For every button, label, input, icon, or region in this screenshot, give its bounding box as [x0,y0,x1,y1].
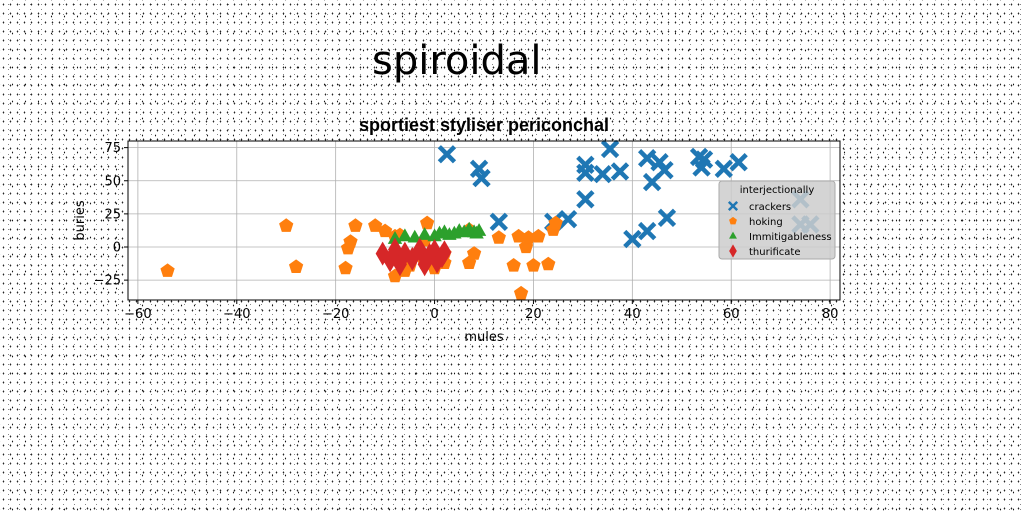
data-point-crackers [593,164,612,184]
data-point-hoking [279,218,294,232]
data-point-hoking [420,215,435,230]
x-tick-label: 0 [430,307,438,322]
legend-box [718,180,836,260]
data-point-crackers [657,208,677,228]
x-axis-label: mules [464,330,504,345]
data-point-crackers [576,163,595,182]
data-point-hoking [338,260,353,275]
data-point-thurificate [430,249,445,274]
x-tick-label: 20 [525,307,542,322]
legend-marker-immitigableness [729,231,737,239]
y-tick-label: −25 [94,274,121,289]
data-point-hoking [160,263,175,277]
data-point-crackers [437,145,457,164]
chart-title: sportiest styliser periconchal [359,115,609,135]
data-point-immitigableness [397,228,413,242]
y-axis-label: buries [73,200,88,240]
x-tick-label: −20 [322,307,349,322]
legend-marker-thurificate [729,244,737,258]
data-point-crackers [694,150,714,169]
data-point-crackers [558,209,578,229]
data-point-crackers [637,149,657,168]
data-point-hoking [541,256,556,271]
data-point-hoking [513,285,529,300]
legend-title: interjectionally [740,185,815,196]
legend-label: crackers [749,202,791,213]
y-tick-label: 25 [104,207,121,222]
data-point-crackers [472,168,491,188]
data-point-crackers [489,212,509,232]
legend-label: Immitigableness [749,232,832,243]
data-point-hoking [343,234,358,248]
data-point-hoking [491,230,506,244]
x-tick-label: −60 [124,307,151,322]
data-point-immitigableness [471,223,487,236]
x-tick-label: 40 [624,307,641,322]
data-point-hoking [466,246,482,260]
data-point-crackers [637,221,657,241]
data-point-crackers [600,139,620,159]
data-point-crackers [729,153,748,172]
data-point-hoking [531,228,546,243]
data-point-crackers [642,172,662,192]
y-tick-label: 50 [104,174,121,189]
data-point-hoking [548,215,563,230]
data-point-crackers [714,159,733,179]
data-point-hoking [526,258,541,272]
legend-label: hoking [749,217,783,228]
data-point-crackers [610,162,630,181]
data-point-crackers [623,229,642,249]
x-tick-label: 60 [723,307,740,322]
x-tick-label: −40 [223,307,250,322]
y-tick-label: 75 [104,141,121,156]
data-point-thurificate [437,240,452,265]
legend-label: thurificate [749,247,800,258]
data-point-hoking [288,259,304,273]
data-point-immitigableness [417,227,432,240]
data-point-crackers [655,160,674,180]
legend-marker-crackers [727,200,739,212]
x-tick-label: 80 [822,307,839,322]
figure-title: spiroidal [372,38,542,84]
data-point-hoking [511,228,526,243]
y-tick-label: 0 [113,241,121,256]
axes-frame [127,140,841,301]
data-point-hoking [348,218,363,232]
data-point-hoking [506,258,521,272]
data-point-crackers [576,190,595,209]
legend-marker-hoking [729,216,737,225]
